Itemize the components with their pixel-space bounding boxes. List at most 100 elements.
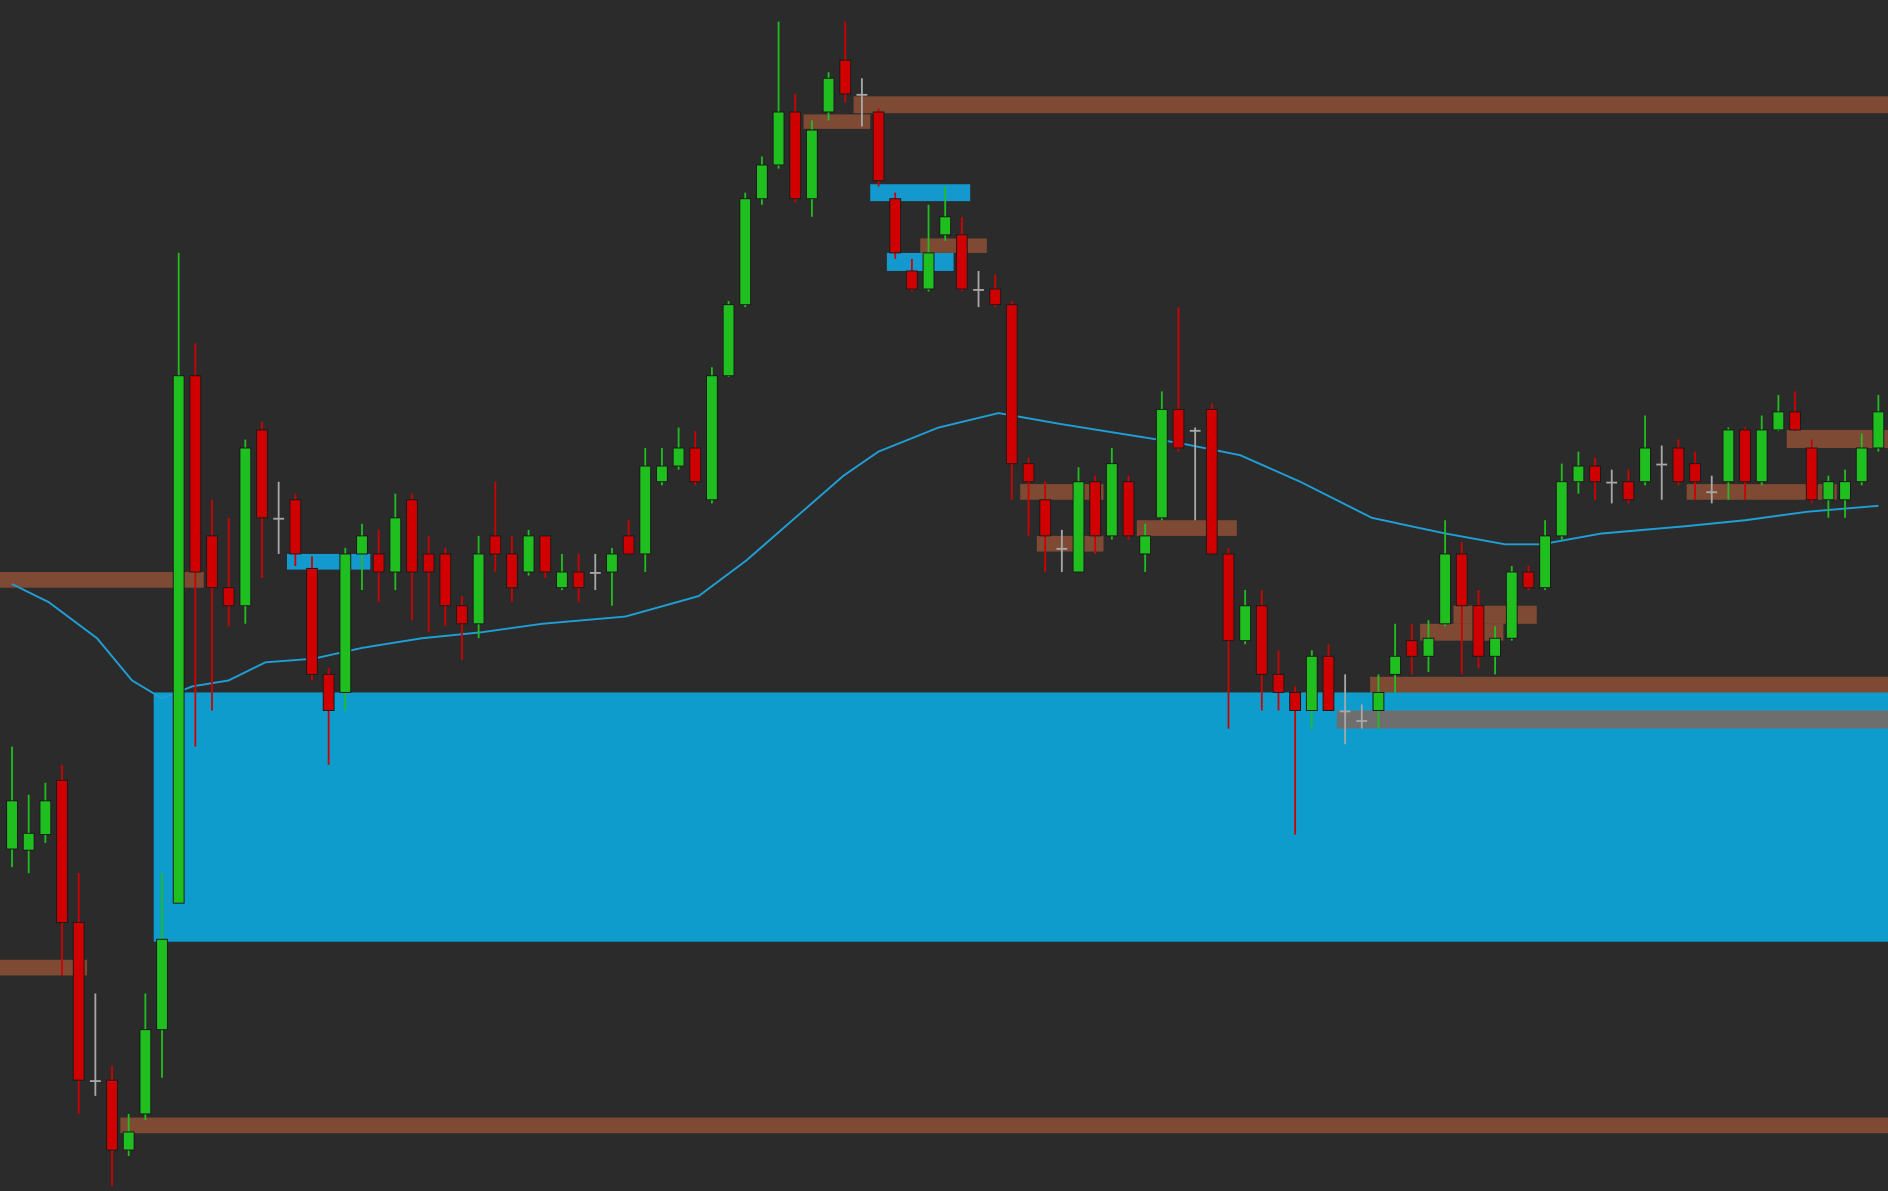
candle-body xyxy=(1822,481,1835,501)
candle-body xyxy=(1039,499,1052,537)
candle-body xyxy=(389,517,402,573)
candle-body xyxy=(1555,481,1568,537)
candle-body xyxy=(1056,547,1068,550)
candle-body xyxy=(1772,411,1785,431)
candle-body xyxy=(839,59,852,95)
candle-body xyxy=(1005,304,1018,465)
candle-body xyxy=(1139,535,1152,555)
candle-body xyxy=(339,553,352,693)
zone xyxy=(886,252,954,271)
candle-body xyxy=(1239,605,1252,642)
candle-body xyxy=(1189,429,1201,432)
candle-body xyxy=(1505,571,1518,639)
candle-body xyxy=(756,164,768,200)
candle-body xyxy=(1289,691,1302,711)
candle-body xyxy=(22,832,35,851)
zone xyxy=(153,692,1888,942)
zone xyxy=(0,959,88,976)
candle-body xyxy=(656,465,668,483)
candle-body xyxy=(1739,429,1751,483)
candle-body xyxy=(1255,605,1268,675)
zone xyxy=(1136,520,1237,536)
candle-body xyxy=(289,499,302,555)
candle-body xyxy=(772,111,785,166)
candle-body xyxy=(689,447,702,483)
candle-body xyxy=(1672,447,1685,483)
candle-body xyxy=(589,572,601,574)
candle-body xyxy=(1606,481,1618,484)
candle-body xyxy=(955,234,968,290)
candle-body xyxy=(456,605,468,625)
candle-body xyxy=(522,535,535,573)
zone xyxy=(870,184,971,202)
zone xyxy=(920,238,987,253)
zone xyxy=(286,553,371,570)
candle-body xyxy=(322,673,335,711)
candle-body xyxy=(889,198,902,254)
candle-body xyxy=(306,567,318,675)
candle-body xyxy=(1789,411,1801,431)
zone xyxy=(1453,605,1537,624)
candle-body xyxy=(922,252,935,290)
candle-body xyxy=(489,535,502,555)
candle-body xyxy=(1639,447,1651,483)
candle-body xyxy=(1205,408,1218,555)
zone xyxy=(120,1117,1888,1134)
candle-body xyxy=(1155,408,1168,519)
candle-body xyxy=(422,553,435,573)
candle-body xyxy=(1855,447,1868,483)
candle-body xyxy=(1422,637,1435,657)
candle-body xyxy=(1439,553,1452,625)
candle-body xyxy=(989,288,1002,306)
candle-body xyxy=(1722,429,1735,483)
candle-body xyxy=(72,921,85,1081)
candle-body xyxy=(622,535,635,555)
candle-body xyxy=(1389,655,1402,675)
candle-body xyxy=(256,429,268,519)
candle-body xyxy=(856,93,868,96)
candle-body xyxy=(905,270,918,290)
candle-body xyxy=(6,800,18,850)
zone xyxy=(853,96,1888,114)
candle-body xyxy=(1455,553,1468,607)
candle-body xyxy=(1272,673,1285,693)
candle-body xyxy=(1322,655,1335,711)
candle-body xyxy=(356,535,368,555)
candle-body xyxy=(139,1029,152,1115)
candle-body xyxy=(1105,463,1118,537)
candle-body xyxy=(506,553,518,589)
candle-body xyxy=(1522,571,1535,589)
candle-body xyxy=(672,447,685,467)
candle-body xyxy=(639,465,652,555)
candle-body xyxy=(1589,465,1601,483)
candle-body xyxy=(1172,408,1185,449)
candle-body xyxy=(372,553,385,573)
candle-body xyxy=(1356,720,1368,722)
candle-body xyxy=(1872,411,1885,449)
candle-body xyxy=(106,1079,118,1151)
candle-body xyxy=(222,587,235,607)
candle-body xyxy=(706,375,718,501)
candle-body xyxy=(556,571,568,589)
candle-body xyxy=(805,129,818,200)
candle-body xyxy=(1689,463,1701,483)
candle-body xyxy=(122,1131,135,1151)
candle-body xyxy=(1622,481,1635,501)
candle-body xyxy=(1656,463,1668,466)
candle-body xyxy=(872,111,885,182)
candle-body xyxy=(1222,553,1235,642)
candle-body xyxy=(273,517,285,520)
candle-body xyxy=(1805,447,1818,501)
zone xyxy=(1336,710,1888,729)
candle-body xyxy=(206,535,218,589)
candle-body xyxy=(1706,491,1718,494)
candle-body xyxy=(1489,637,1502,657)
candle-body xyxy=(406,499,418,573)
candle-body xyxy=(189,375,202,573)
candle-body xyxy=(539,535,552,573)
candle-body xyxy=(1539,535,1551,589)
candle-body xyxy=(572,571,585,589)
